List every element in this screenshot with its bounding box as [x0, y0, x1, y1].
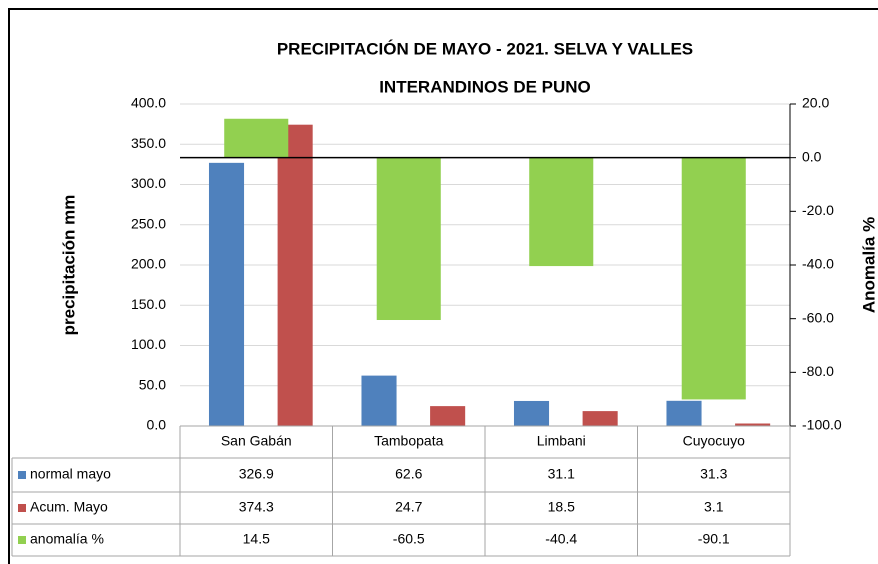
table-value: -60.5 — [393, 531, 425, 547]
legend-label: Acum. Mayo — [30, 499, 108, 515]
y2-tick-label: -40.0 — [802, 256, 834, 272]
chart-border — [8, 8, 878, 564]
legend-key — [18, 471, 26, 479]
table-value: -90.1 — [698, 531, 730, 547]
table-value: 3.1 — [704, 499, 724, 515]
bar — [430, 406, 466, 426]
y-tick-label: 250.0 — [131, 215, 166, 231]
bar — [666, 400, 702, 426]
y2-axis-label: Anomalía % — [859, 217, 878, 313]
y2-tick-label: -100.0 — [802, 417, 842, 433]
table-value: 31.1 — [548, 466, 575, 482]
chart-title: PRECIPITACIÓN DE MAYO - 2021. SELVA Y VA… — [277, 39, 693, 58]
table-value: -40.4 — [545, 531, 577, 547]
table-value: 374.3 — [239, 499, 274, 515]
bar — [361, 375, 397, 426]
bar — [681, 157, 746, 400]
y2-tick-label: 0.0 — [802, 148, 822, 164]
x-tick-label: Cuyocuyo — [683, 433, 745, 449]
y2-tick-label: -60.0 — [802, 309, 834, 325]
legend-key — [18, 536, 26, 544]
y-tick-label: 50.0 — [139, 376, 166, 392]
table-value: 31.3 — [700, 466, 727, 482]
table-value: 62.6 — [395, 466, 422, 482]
y-axis-label: precipitación mm — [59, 195, 78, 336]
legend-key — [18, 504, 26, 512]
table-value: 14.5 — [243, 531, 270, 547]
bar — [277, 124, 313, 426]
y-tick-label: 150.0 — [131, 296, 166, 312]
chart-title: INTERANDINOS DE PUNO — [379, 77, 591, 96]
x-tick-label: San Gabán — [221, 433, 292, 449]
bar — [376, 157, 441, 321]
bar — [224, 118, 289, 158]
y-tick-label: 300.0 — [131, 175, 166, 191]
table-value: 326.9 — [239, 466, 274, 482]
x-tick-label: Limbani — [537, 433, 586, 449]
y-tick-label: 350.0 — [131, 135, 166, 151]
legend-label: anomalía % — [30, 531, 104, 547]
bar — [513, 400, 550, 426]
bar — [582, 411, 618, 426]
table-value: 18.5 — [548, 499, 575, 515]
y-tick-label: 0.0 — [147, 417, 167, 433]
bar — [735, 423, 771, 426]
table-value: 24.7 — [395, 499, 422, 515]
y2-tick-label: -80.0 — [802, 363, 834, 379]
y2-tick-label: -20.0 — [802, 202, 834, 218]
x-tick-label: Tambopata — [374, 433, 443, 449]
y-tick-label: 400.0 — [131, 95, 166, 111]
y2-tick-label: 20.0 — [802, 95, 829, 111]
legend-label: normal mayo — [30, 466, 111, 482]
y-tick-label: 200.0 — [131, 256, 166, 272]
y-tick-label: 100.0 — [131, 336, 166, 352]
bar — [208, 162, 245, 426]
bar — [529, 157, 594, 267]
